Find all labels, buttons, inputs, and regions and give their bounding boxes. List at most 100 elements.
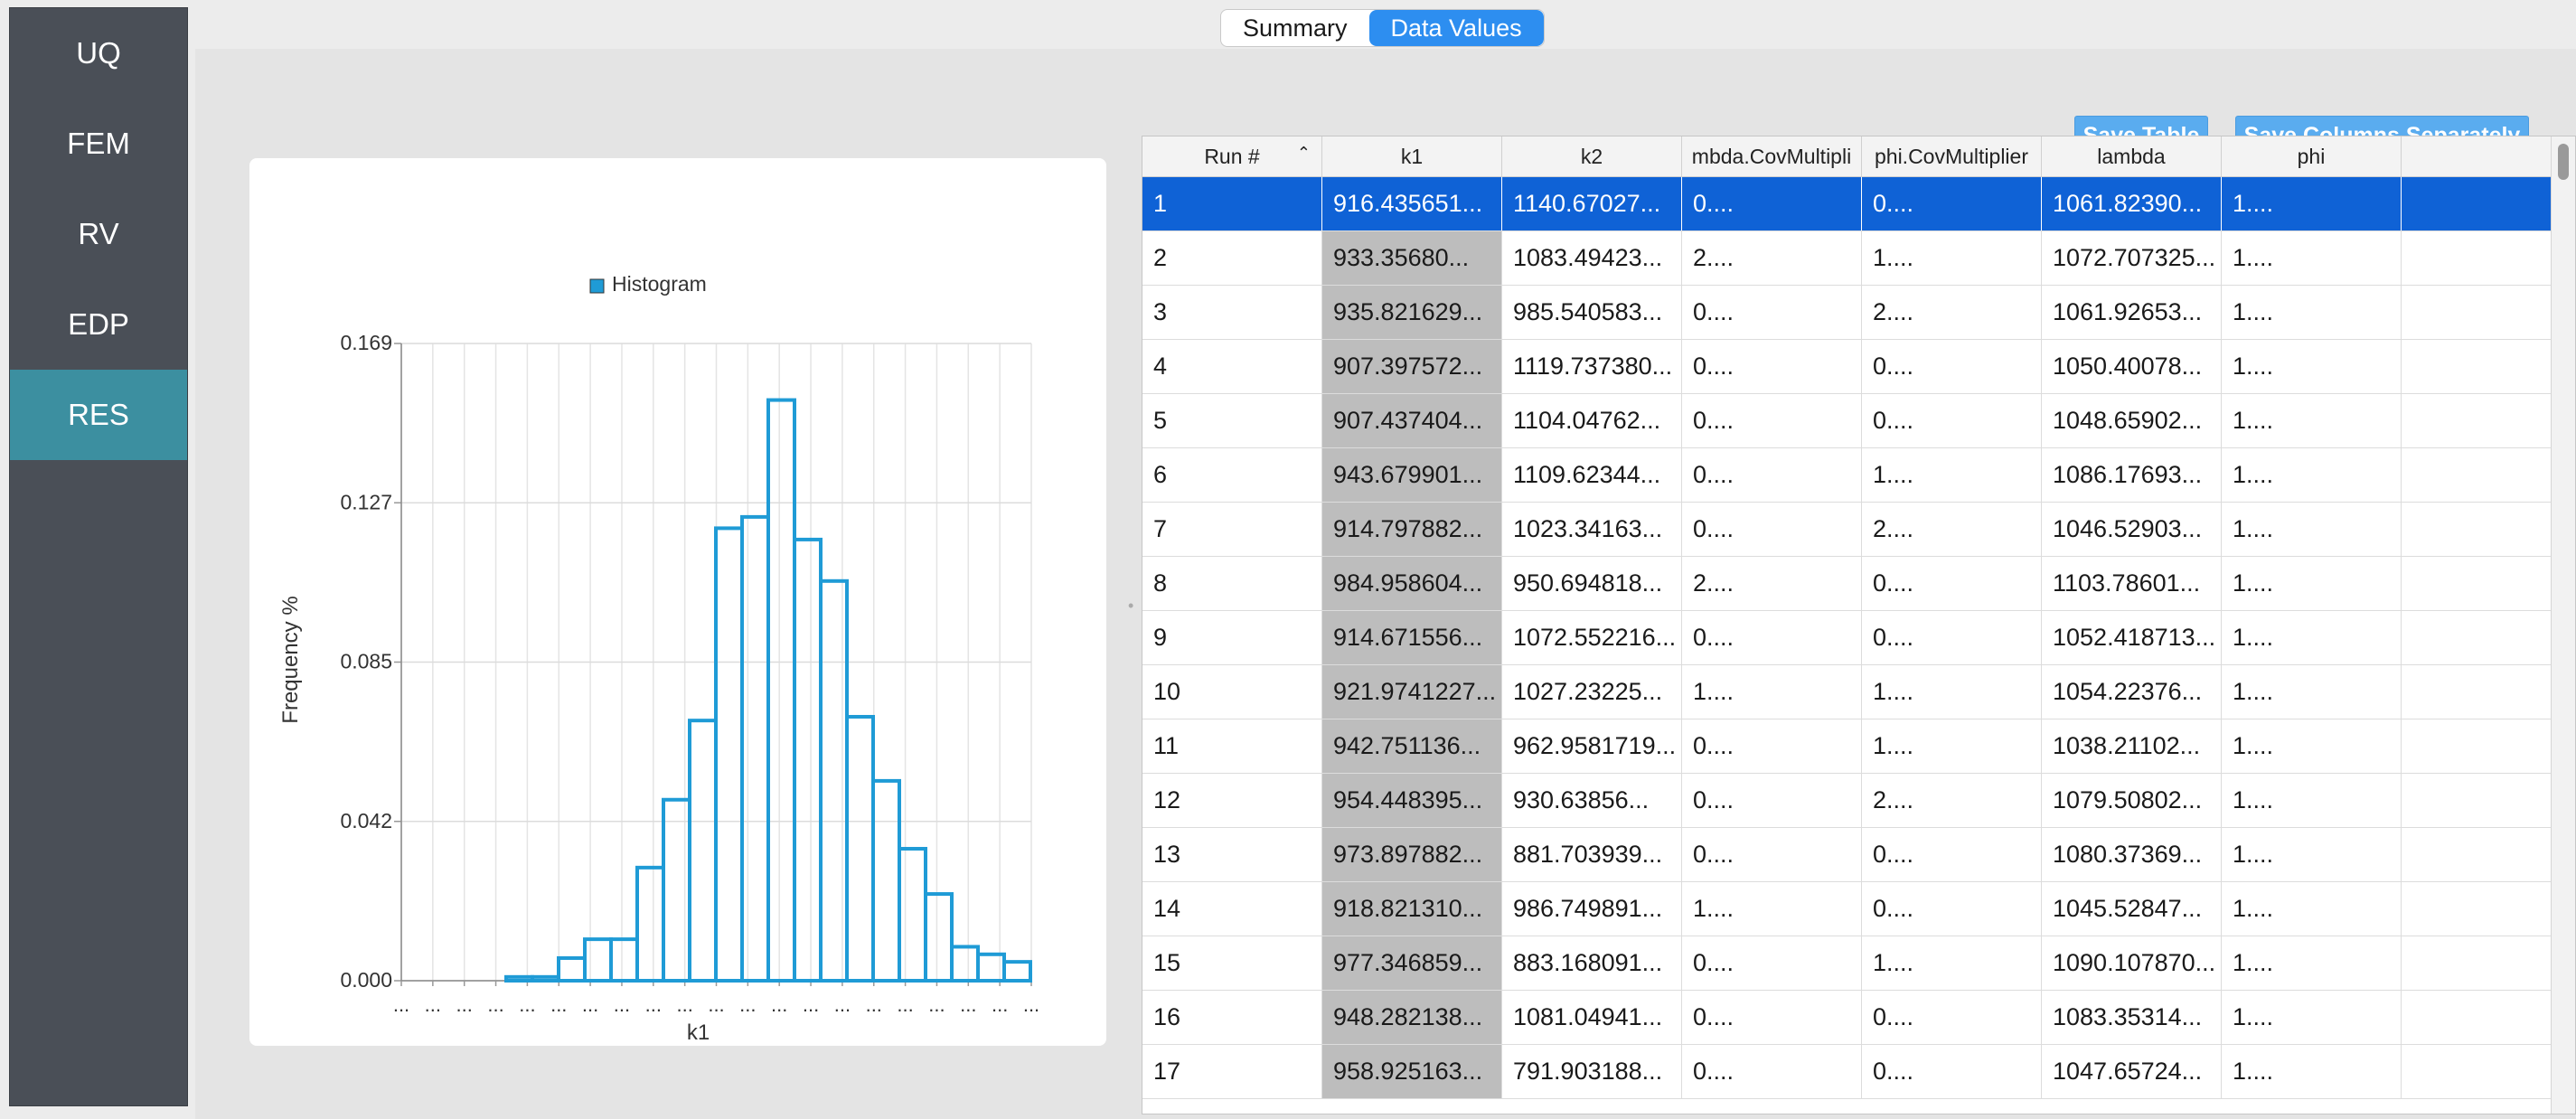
table-cell[interactable]: 1061.92653... bbox=[2042, 286, 2222, 339]
table-cell[interactable]: 4 bbox=[1142, 340, 1322, 393]
table-row[interactable]: 3 935.821629... 985.540583... 0.... 2.... 106… bbox=[1142, 286, 2552, 340]
table-cell[interactable]: 1 bbox=[1142, 177, 1322, 230]
table-cell[interactable]: 914.671556... bbox=[1322, 611, 1502, 664]
column-header-mbda-covmultipli[interactable]: mbda.CovMultipli bbox=[1682, 136, 1862, 176]
table-cell[interactable]: 13 bbox=[1142, 828, 1322, 881]
table-cell[interactable]: 1.... bbox=[2222, 774, 2402, 827]
table-cell[interactable]: 0.... bbox=[1862, 557, 2042, 610]
table-cell[interactable]: 0.... bbox=[1862, 991, 2042, 1044]
table-cell[interactable]: 977.346859... bbox=[1322, 936, 1502, 990]
table-cell[interactable]: 1119.737380... bbox=[1502, 340, 1682, 393]
table-cell[interactable]: 1083.35314... bbox=[2042, 991, 2222, 1044]
table-cell[interactable]: 1103.78601... bbox=[2042, 557, 2222, 610]
table-cell[interactable]: 962.9581719... bbox=[1502, 719, 1682, 773]
table-cell[interactable]: 9 bbox=[1142, 611, 1322, 664]
table-cell[interactable]: 5 bbox=[1142, 394, 1322, 447]
table-cell[interactable]: 0.... bbox=[1682, 936, 1862, 990]
table-cell[interactable]: 6 bbox=[1142, 448, 1322, 502]
table-cell[interactable]: 0.... bbox=[1682, 448, 1862, 502]
table-cell[interactable]: 1.... bbox=[2222, 828, 2402, 881]
table-cell[interactable]: 14 bbox=[1142, 882, 1322, 936]
table-cell[interactable]: 1.... bbox=[2222, 503, 2402, 556]
table-cell[interactable]: 1.... bbox=[2222, 1045, 2402, 1098]
table-cell[interactable]: 0.... bbox=[1682, 394, 1862, 447]
sidebar-item-rv[interactable]: RV bbox=[78, 217, 119, 250]
table-cell[interactable]: 1054.22376... bbox=[2042, 665, 2222, 719]
table-cell[interactable]: 1.... bbox=[2222, 286, 2402, 339]
table-cell[interactable]: 1081.04941... bbox=[1502, 991, 1682, 1044]
table-cell[interactable]: 2.... bbox=[1862, 774, 2042, 827]
table-row[interactable]: 5 907.437404... 1104.04762... 0.... 0.... 104… bbox=[1142, 394, 2552, 448]
table-cell[interactable]: 2.... bbox=[1682, 557, 1862, 610]
column-header-phi-covmultiplier[interactable]: phi.CovMultiplier bbox=[1862, 136, 2042, 176]
table-cell[interactable]: 0.... bbox=[1862, 1045, 2042, 1098]
table-cell[interactable]: 12 bbox=[1142, 774, 1322, 827]
table-cell[interactable]: 1.... bbox=[1862, 936, 2042, 990]
table-cell[interactable]: 0.... bbox=[1862, 394, 2042, 447]
table-cell[interactable]: 1080.37369... bbox=[2042, 828, 2222, 881]
table-cell[interactable]: 1.... bbox=[2222, 936, 2402, 990]
table-cell[interactable]: 16 bbox=[1142, 991, 1322, 1044]
table-cell[interactable]: 958.925163... bbox=[1322, 1045, 1502, 1098]
table-cell[interactable]: 1061.82390... bbox=[2042, 177, 2222, 230]
table-row[interactable]: 7 914.797882... 1023.34163... 0.... 2.... 104… bbox=[1142, 503, 2552, 557]
table-cell[interactable]: 0.... bbox=[1862, 177, 2042, 230]
table-cell[interactable]: 930.63856... bbox=[1502, 774, 1682, 827]
table-cell[interactable]: 1.... bbox=[2222, 991, 2402, 1044]
scroll-thumb[interactable] bbox=[2558, 144, 2569, 180]
sidebar-item-fem[interactable]: FEM bbox=[67, 127, 130, 160]
table-cell[interactable]: 1072.552216... bbox=[1502, 611, 1682, 664]
table-row[interactable]: 17 958.925163... 791.903188... 0.... 0.... 10… bbox=[1142, 1045, 2552, 1099]
table-row[interactable]: 13 973.897882... 881.703939... 0.... 0.... 10… bbox=[1142, 828, 2552, 882]
table-cell[interactable]: 0.... bbox=[1682, 1045, 1862, 1098]
table-cell[interactable]: 1045.52847... bbox=[2042, 882, 2222, 936]
table-cell[interactable]: 0.... bbox=[1682, 177, 1862, 230]
table-cell[interactable]: 942.751136... bbox=[1322, 719, 1502, 773]
table-cell[interactable]: 986.749891... bbox=[1502, 882, 1682, 936]
table-cell[interactable]: 943.679901... bbox=[1322, 448, 1502, 502]
table-cell[interactable]: 0.... bbox=[1862, 828, 2042, 881]
table-cell[interactable]: 1.... bbox=[2222, 340, 2402, 393]
tab-summary[interactable]: Summary bbox=[1243, 14, 1348, 42]
table-cell[interactable]: 1.... bbox=[2222, 882, 2402, 936]
column-header-k2[interactable]: k2 bbox=[1502, 136, 1682, 176]
table-cell[interactable]: 1047.65724... bbox=[2042, 1045, 2222, 1098]
table-cell[interactable]: 2.... bbox=[1862, 503, 2042, 556]
table-cell[interactable]: 948.282138... bbox=[1322, 991, 1502, 1044]
table-cell[interactable]: 907.397572... bbox=[1322, 340, 1502, 393]
table-cell[interactable]: 791.903188... bbox=[1502, 1045, 1682, 1098]
table-row[interactable]: 14 918.821310... 986.749891... 1.... 0.... 10… bbox=[1142, 882, 2552, 936]
table-cell[interactable]: 11 bbox=[1142, 719, 1322, 773]
table-cell[interactable]: 1083.49423... bbox=[1502, 231, 1682, 285]
table-cell[interactable]: 1072.707325... bbox=[2042, 231, 2222, 285]
table-cell[interactable]: 1.... bbox=[1682, 882, 1862, 936]
column-header-k1[interactable]: k1 bbox=[1322, 136, 1502, 176]
table-cell[interactable]: 918.821310... bbox=[1322, 882, 1502, 936]
table-cell[interactable]: 1.... bbox=[2222, 557, 2402, 610]
table-row[interactable]: 6 943.679901... 1109.62344... 0.... 1.... 108… bbox=[1142, 448, 2552, 503]
table-cell[interactable]: 1.... bbox=[2222, 177, 2402, 230]
table-row[interactable]: 15 977.346859... 883.168091... 0.... 1.... 10… bbox=[1142, 936, 2552, 991]
table-cell[interactable]: 0.... bbox=[1682, 286, 1862, 339]
table-cell[interactable]: 883.168091... bbox=[1502, 936, 1682, 990]
table-cell[interactable]: 881.703939... bbox=[1502, 828, 1682, 881]
table-cell[interactable]: 1.... bbox=[1682, 665, 1862, 719]
table-cell[interactable]: 935.821629... bbox=[1322, 286, 1502, 339]
table-cell[interactable]: 0.... bbox=[1682, 828, 1862, 881]
table-cell[interactable]: 1048.65902... bbox=[2042, 394, 2222, 447]
table-cell[interactable]: 921.9741227... bbox=[1322, 665, 1502, 719]
table-cell[interactable]: 2 bbox=[1142, 231, 1322, 285]
table-cell[interactable]: 984.958604... bbox=[1322, 557, 1502, 610]
table-cell[interactable]: 1086.17693... bbox=[2042, 448, 2222, 502]
table-cell[interactable]: 933.35680... bbox=[1322, 231, 1502, 285]
table-cell[interactable]: 1079.50802... bbox=[2042, 774, 2222, 827]
vertical-scrollbar[interactable] bbox=[2551, 136, 2575, 1114]
table-cell[interactable]: 1.... bbox=[2222, 394, 2402, 447]
table-cell[interactable]: 985.540583... bbox=[1502, 286, 1682, 339]
table-cell[interactable]: 1140.67027... bbox=[1502, 177, 1682, 230]
table-cell[interactable]: 7 bbox=[1142, 503, 1322, 556]
table-cell[interactable]: 0.... bbox=[1682, 719, 1862, 773]
sidebar-item-res[interactable]: RES bbox=[10, 370, 187, 460]
table-cell[interactable]: 0.... bbox=[1682, 774, 1862, 827]
table-cell[interactable]: 3 bbox=[1142, 286, 1322, 339]
